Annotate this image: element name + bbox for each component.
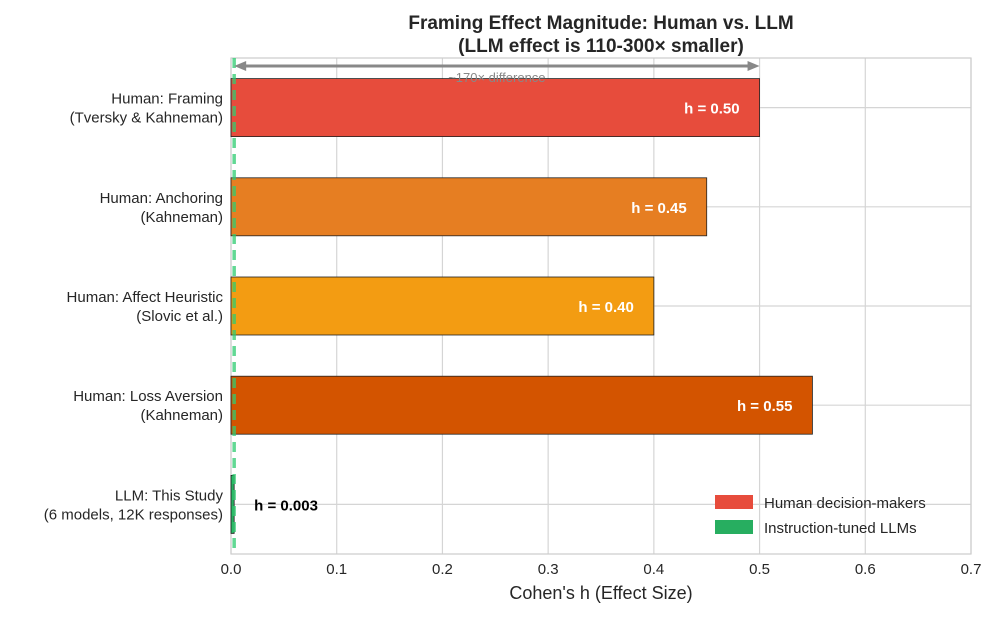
x-tick-label: 0.0	[221, 561, 242, 578]
x-tick-label: 0.3	[538, 561, 559, 578]
y-tick-label: (6 models, 12K responses)	[44, 506, 223, 523]
y-tick-label: (Slovic et al.)	[136, 308, 223, 325]
data-label: h = 0.40	[578, 299, 633, 316]
chart-subtitle: (LLM effect is 110-300× smaller)	[458, 36, 744, 57]
legend-label: Human decision-makers	[764, 495, 926, 512]
y-tick-label: (Kahneman)	[140, 209, 223, 226]
x-tick-label: 0.5	[749, 561, 770, 578]
x-tick-label: 0.7	[961, 561, 982, 578]
x-tick-label: 0.6	[855, 561, 876, 578]
y-tick-label: Human: Framing	[111, 91, 223, 108]
legend-label: Instruction-tuned LLMs	[764, 520, 917, 537]
bar	[230, 78, 760, 137]
arrowhead-left-icon	[234, 61, 247, 71]
y-tick-label: (Kahneman)	[140, 407, 223, 424]
data-label: h = 0.50	[684, 101, 739, 118]
bar	[230, 276, 655, 336]
chart-title: Framing Effect Magnitude: Human vs. LLM	[408, 13, 793, 34]
annotation-text: ~170× difference	[448, 70, 545, 85]
data-label: h = 0.45	[631, 200, 686, 217]
x-tick-label: 0.4	[643, 561, 664, 578]
legend-swatch	[715, 520, 753, 534]
data-label: h = 0.55	[737, 398, 792, 415]
arrowhead-right-icon	[747, 61, 760, 71]
bar	[230, 375, 813, 435]
x-axis-label: Cohen's h (Effect Size)	[509, 583, 692, 603]
y-tick-label: LLM: This Study	[115, 487, 224, 504]
y-tick-label: Human: Affect Heuristic	[67, 289, 224, 306]
y-tick-label: (Tversky & Kahneman)	[70, 110, 223, 127]
data-label: h = 0.003	[254, 497, 318, 514]
x-tick-label: 0.2	[432, 561, 453, 578]
legend: Human decision-makers Instruction-tuned L…	[715, 495, 926, 537]
legend-swatch	[715, 495, 753, 509]
bar	[230, 177, 708, 237]
x-tick-label: 0.1	[326, 561, 347, 578]
y-tick-label: Human: Loss Aversion	[73, 388, 223, 405]
y-tick-label: Human: Anchoring	[100, 190, 223, 207]
